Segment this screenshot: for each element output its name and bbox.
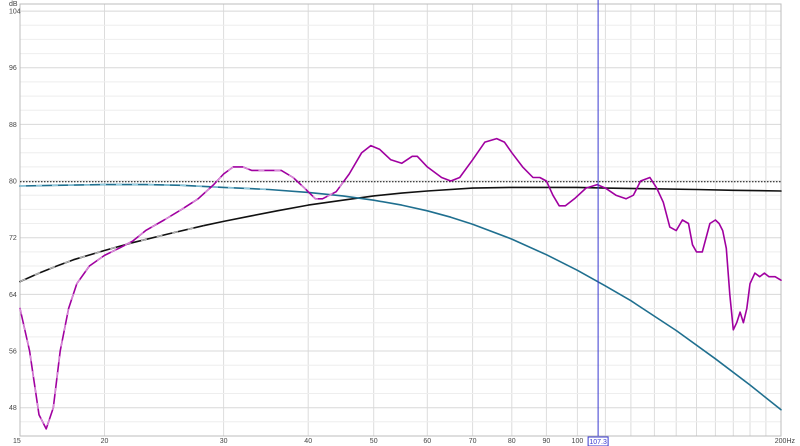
series-line-target-rolloff-highlight (19, 184, 269, 191)
x-tick-label: 60 (423, 438, 431, 445)
y-tick-label: 96 (9, 65, 17, 72)
y-tick-label: 48 (9, 405, 17, 412)
x-tick-label: 70 (469, 438, 477, 445)
x-tick-label: 20 (101, 438, 109, 445)
y-tick-label: 104 (9, 9, 21, 16)
y-tick-label: 64 (9, 292, 17, 299)
frequency-cursor-label[interactable]: 107.3 (589, 439, 607, 446)
labels-layer: dB 104 96 88 80 72 64 56 48 15 20 30 40 50 60 70 80 90 10… (9, 1, 796, 445)
x-tick-label: 50 (370, 438, 378, 445)
grid-layer (19, 3, 782, 437)
x-tick-label: 40 (304, 438, 312, 445)
y-tick-label: 56 (9, 349, 17, 356)
series-line-measurement-highlight (19, 166, 350, 431)
cursor-layer[interactable]: 107.3 (587, 0, 609, 446)
plot-frame (19, 3, 782, 437)
frequency-cursor-label-box[interactable] (587, 436, 609, 446)
x-tick-label: 30 (220, 438, 228, 445)
y-tick-label: 72 (9, 235, 17, 242)
series-layer (19, 137, 782, 431)
y-tick-label: 88 (9, 122, 17, 129)
series-line-target-highpass-highlight (19, 225, 204, 283)
y-tick-label: 80 (9, 179, 17, 186)
x-tick-label: 200Hz (775, 438, 796, 445)
y-unit-label: dB (9, 1, 18, 8)
x-tick-label: 15 (13, 438, 21, 445)
series-line-measurement (19, 137, 782, 430)
x-tick-label: 80 (508, 438, 516, 445)
x-tick-label: 100 (572, 438, 584, 445)
series-line-target-highpass (19, 186, 782, 283)
x-tick-label: 90 (543, 438, 551, 445)
